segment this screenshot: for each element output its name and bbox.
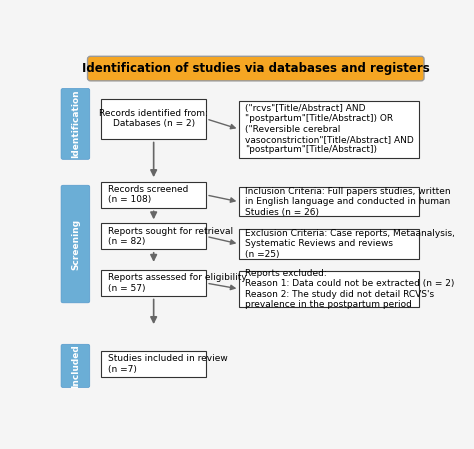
- FancyBboxPatch shape: [101, 223, 206, 249]
- FancyBboxPatch shape: [88, 56, 424, 81]
- FancyBboxPatch shape: [239, 187, 419, 216]
- Text: Studies included in review
(n =7): Studies included in review (n =7): [108, 354, 228, 374]
- Text: Reports excluded:
Reason 1: Data could not be extracted (n = 2)
Reason 2: The st: Reports excluded: Reason 1: Data could n…: [245, 269, 454, 309]
- Text: Reports assessed for eligibility
(n = 57): Reports assessed for eligibility (n = 57…: [108, 273, 247, 293]
- FancyBboxPatch shape: [101, 182, 206, 208]
- Text: Records identified from:
Databases (n = 2): Records identified from: Databases (n = …: [100, 109, 208, 128]
- Text: Identification of studies via databases and registers: Identification of studies via databases …: [82, 62, 429, 75]
- FancyBboxPatch shape: [239, 229, 419, 259]
- FancyBboxPatch shape: [101, 99, 206, 139]
- FancyBboxPatch shape: [61, 185, 90, 303]
- Text: Records screened
(n = 108): Records screened (n = 108): [108, 185, 189, 204]
- FancyBboxPatch shape: [239, 271, 419, 307]
- Text: Screening: Screening: [71, 219, 80, 269]
- Text: Reports sought for retrieval
(n = 82): Reports sought for retrieval (n = 82): [108, 227, 233, 246]
- FancyBboxPatch shape: [61, 88, 90, 159]
- Text: Identification: Identification: [71, 90, 80, 158]
- FancyBboxPatch shape: [101, 270, 206, 296]
- Text: Included: Included: [71, 344, 80, 388]
- FancyBboxPatch shape: [101, 351, 206, 377]
- Text: Inclusion Criteria: Full papers studies, written
in English language and conduct: Inclusion Criteria: Full papers studies,…: [245, 187, 450, 216]
- Text: ("rcvs"[Title/Abstract] AND
"postpartum"[Title/Abstract]) OR
("Reversible cerebr: ("rcvs"[Title/Abstract] AND "postpartum"…: [245, 104, 413, 154]
- Text: Exclusion Criteria: Case reports, Metaanalysis,
Systematic Reviews and reviews
(: Exclusion Criteria: Case reports, Metaan…: [245, 229, 455, 259]
- FancyBboxPatch shape: [239, 101, 419, 158]
- FancyBboxPatch shape: [61, 344, 90, 387]
